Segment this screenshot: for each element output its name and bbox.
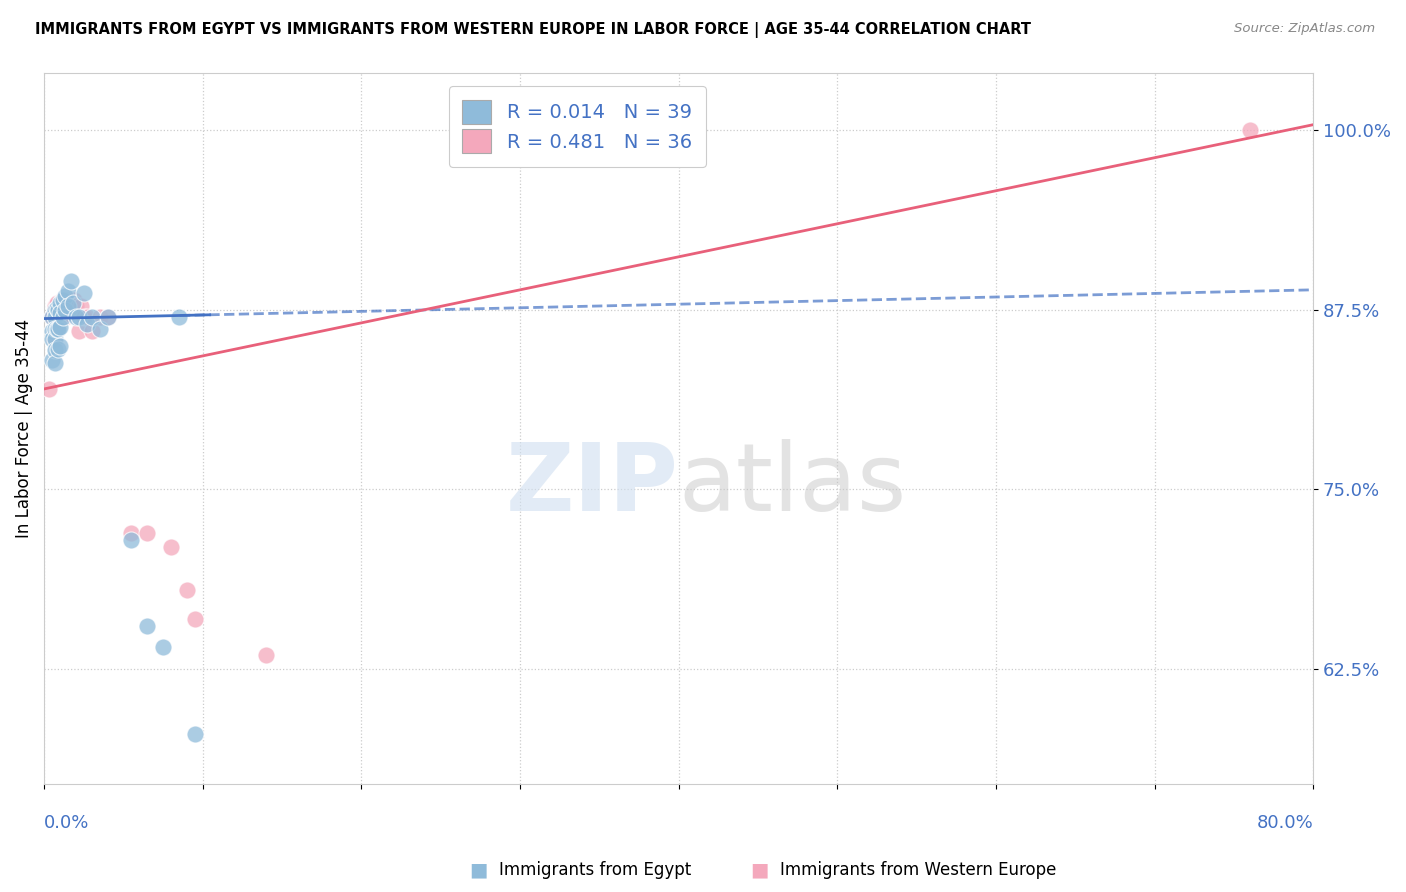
Point xyxy=(60,274,83,288)
Point xyxy=(52,300,75,314)
Point xyxy=(65,299,87,313)
Point xyxy=(42,332,65,346)
Point xyxy=(48,321,70,335)
Point xyxy=(53,288,76,302)
Point xyxy=(60,293,83,307)
Point xyxy=(44,332,66,346)
Point xyxy=(48,302,70,317)
Point xyxy=(62,295,84,310)
Point xyxy=(67,325,90,339)
Point xyxy=(38,382,60,396)
Point xyxy=(120,525,142,540)
Point xyxy=(53,302,76,317)
Point xyxy=(80,325,103,339)
Point xyxy=(45,321,67,335)
Point xyxy=(45,310,67,325)
Point xyxy=(52,310,75,325)
Point xyxy=(52,310,75,325)
Point xyxy=(62,299,84,313)
Point xyxy=(44,343,66,358)
Point xyxy=(136,525,159,540)
Point xyxy=(97,310,120,325)
Text: 80.0%: 80.0% xyxy=(1257,814,1313,832)
Point xyxy=(49,339,72,353)
Text: ZIP: ZIP xyxy=(506,439,679,532)
Point xyxy=(167,310,190,325)
Point xyxy=(80,310,103,325)
Text: Immigrants from Egypt: Immigrants from Egypt xyxy=(499,861,692,879)
Point xyxy=(45,295,67,310)
Point xyxy=(56,285,79,299)
Point xyxy=(49,295,72,310)
Point xyxy=(184,726,207,740)
Point xyxy=(41,325,63,339)
Point xyxy=(49,313,72,327)
Point xyxy=(41,332,63,346)
Point xyxy=(56,293,79,307)
Point xyxy=(160,540,183,554)
Text: Source: ZipAtlas.com: Source: ZipAtlas.com xyxy=(1234,22,1375,36)
Text: ■: ■ xyxy=(468,860,488,880)
Point xyxy=(254,648,277,662)
Point xyxy=(44,321,66,335)
Point xyxy=(53,295,76,310)
Text: Immigrants from Western Europe: Immigrants from Western Europe xyxy=(780,861,1057,879)
Point xyxy=(41,310,63,325)
Point xyxy=(97,310,120,325)
Point xyxy=(73,285,96,300)
Point xyxy=(184,612,207,626)
Point xyxy=(65,310,87,325)
Point xyxy=(49,320,72,334)
Point xyxy=(152,640,174,655)
Text: 0.0%: 0.0% xyxy=(44,814,90,832)
Point xyxy=(44,356,66,370)
Point xyxy=(41,353,63,368)
Point xyxy=(63,293,86,307)
Point xyxy=(44,302,66,317)
Point xyxy=(44,310,66,325)
Point xyxy=(53,310,76,325)
Text: ■: ■ xyxy=(749,860,769,880)
Point xyxy=(76,318,98,332)
Point xyxy=(48,304,70,318)
Point xyxy=(120,533,142,547)
Text: atlas: atlas xyxy=(679,439,907,532)
Point xyxy=(51,293,73,307)
Point xyxy=(69,299,91,313)
Point xyxy=(49,306,72,320)
Point xyxy=(89,321,111,335)
Point xyxy=(1239,123,1261,137)
Point xyxy=(136,619,159,633)
Point xyxy=(176,582,198,597)
Point xyxy=(67,310,90,325)
Point xyxy=(41,310,63,325)
Y-axis label: In Labor Force | Age 35-44: In Labor Force | Age 35-44 xyxy=(15,318,32,538)
Point xyxy=(76,310,98,325)
Point xyxy=(49,299,72,313)
Point xyxy=(45,301,67,316)
Point xyxy=(55,295,77,310)
Text: IMMIGRANTS FROM EGYPT VS IMMIGRANTS FROM WESTERN EUROPE IN LABOR FORCE | AGE 35-: IMMIGRANTS FROM EGYPT VS IMMIGRANTS FROM… xyxy=(35,22,1031,38)
Point xyxy=(73,310,96,325)
Point xyxy=(56,299,79,313)
Point xyxy=(44,299,66,313)
Point xyxy=(89,310,111,325)
Legend: R = 0.014   N = 39, R = 0.481   N = 36: R = 0.014 N = 39, R = 0.481 N = 36 xyxy=(449,87,706,167)
Point xyxy=(48,342,70,356)
Point xyxy=(58,299,80,313)
Point xyxy=(55,307,77,321)
Point xyxy=(52,293,75,307)
